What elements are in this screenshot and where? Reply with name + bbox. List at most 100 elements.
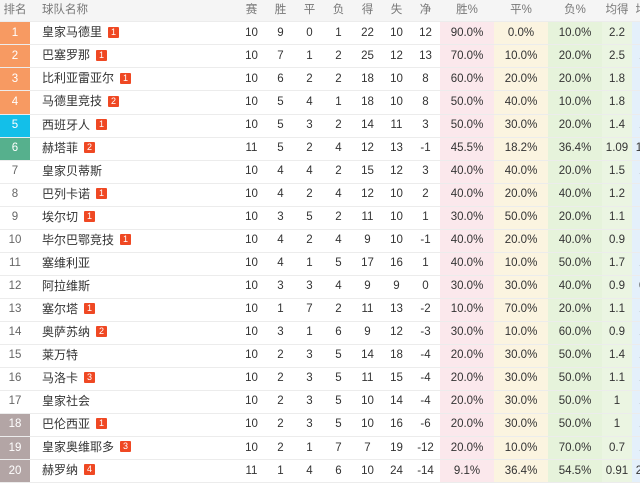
loss-cell: 2: [324, 206, 353, 230]
team-cell[interactable]: 塞维利亚: [30, 252, 237, 276]
team-cell[interactable]: 皇家贝蒂斯: [30, 160, 237, 184]
goals-for-cell: 9: [353, 229, 382, 253]
column-header-win[interactable]: 胜: [266, 0, 295, 23]
win-cell: 9: [266, 21, 295, 46]
team-cell[interactable]: 莱万特: [30, 344, 237, 369]
played-cell: 11: [237, 137, 266, 161]
column-header-team[interactable]: 球队名称: [30, 0, 237, 23]
team-cell[interactable]: 比利亚雷亚尔 1: [30, 67, 237, 92]
played-cell: 10: [237, 321, 266, 346]
column-header-win-pct[interactable]: 胜%: [440, 0, 494, 23]
loss-cell: 5: [324, 367, 353, 392]
team-cell[interactable]: 巴伦西亚 1: [30, 413, 237, 438]
column-header-loss[interactable]: 负: [324, 0, 353, 23]
team-streak-badge: 1: [108, 26, 120, 38]
team-streak-badge: 1: [96, 49, 108, 61]
loss-pct-cell: 50.0%: [548, 390, 602, 415]
team-cell[interactable]: 皇家马德里 1: [30, 21, 237, 46]
loss-cell: 2: [324, 160, 353, 184]
avg-against-cell: 1: [632, 229, 640, 253]
team-cell[interactable]: 塞尔塔 1: [30, 298, 237, 322]
team-cell[interactable]: 巴列卡诺 1: [30, 183, 237, 207]
column-header-goals-against[interactable]: 失: [382, 0, 411, 23]
team-cell[interactable]: 阿拉维斯: [30, 275, 237, 299]
win-cell: 2: [266, 344, 295, 369]
rank-badge: 8: [0, 183, 30, 207]
column-header-played[interactable]: 赛: [237, 0, 266, 23]
team-cell[interactable]: 西班牙人 1: [30, 114, 237, 138]
avg-for-cell: 0.9: [602, 321, 632, 346]
team-cell[interactable]: 马德里竞技 2: [30, 90, 237, 115]
win-cell: 4: [266, 160, 295, 184]
column-header-avg-against[interactable]: 均失: [632, 0, 640, 23]
column-header-loss-pct[interactable]: 负%: [548, 0, 602, 23]
table-row[interactable]: 6赫塔菲2115241213-145.5%18.2%36.4%1.091.181…: [0, 137, 640, 161]
team-cell[interactable]: 皇家奥维耶多 3: [30, 436, 237, 461]
team-name: 巴塞罗那: [42, 48, 91, 63]
team-cell[interactable]: 奥萨苏纳 2: [30, 321, 237, 346]
avg-against-cell: 1.8: [632, 344, 640, 369]
team-cell[interactable]: 赫罗纳 4: [30, 459, 237, 483]
goals-against-cell: 14: [382, 390, 411, 415]
loss-cell: 5: [324, 252, 353, 276]
team-cell[interactable]: 埃尔切 1: [30, 206, 237, 230]
team-name: 巴伦西亚: [42, 417, 91, 432]
column-header-draw[interactable]: 平: [295, 0, 324, 23]
column-header-rank[interactable]: 排名: [0, 0, 30, 23]
goal-diff-cell: 1: [411, 252, 440, 276]
loss-cell: 2: [324, 44, 353, 69]
column-header-goals-for[interactable]: 得: [353, 0, 382, 23]
team-name: 皇家贝蒂斯: [42, 163, 103, 178]
table-row[interactable]: 19皇家奥维耶多310217719-1220.0%10.0%70.0%0.71.…: [0, 436, 640, 461]
goal-diff-cell: 12: [411, 21, 440, 46]
column-header-avg-for[interactable]: 均得: [602, 0, 632, 23]
win-cell: 4: [266, 229, 295, 253]
avg-against-cell: 1: [632, 183, 640, 207]
loss-pct-cell: 50.0%: [548, 344, 602, 369]
goals-for-cell: 18: [353, 90, 382, 115]
team-name: 奥萨苏纳: [42, 324, 91, 339]
goal-diff-cell: 1: [411, 206, 440, 230]
played-cell: 11: [237, 459, 266, 483]
column-header-draw-pct[interactable]: 平%: [494, 0, 548, 23]
team-cell[interactable]: 毕尔巴鄂竞技 1: [30, 229, 237, 253]
goal-diff-cell: -4: [411, 367, 440, 392]
goal-diff-cell: 13: [411, 44, 440, 69]
goal-diff-cell: -2: [411, 298, 440, 322]
draw-pct-cell: 20.0%: [494, 183, 548, 207]
team-name: 塞维利亚: [42, 255, 91, 270]
rank-badge: 18: [0, 413, 30, 438]
team-streak-badge: 1: [120, 233, 132, 245]
loss-pct-cell: 36.4%: [548, 137, 602, 161]
column-header-goal-diff[interactable]: 净: [411, 0, 440, 23]
draw-pct-cell: 30.0%: [494, 344, 548, 369]
team-cell[interactable]: 马洛卡 3: [30, 367, 237, 392]
draw-cell: 4: [295, 160, 324, 184]
team-cell[interactable]: 赫塔菲 2: [30, 137, 237, 161]
win-cell: 2: [266, 413, 295, 438]
loss-cell: 5: [324, 413, 353, 438]
played-cell: 10: [237, 413, 266, 438]
avg-for-cell: 0.9: [602, 229, 632, 253]
rank-badge: 20: [0, 459, 30, 483]
table-row[interactable]: 20赫罗纳4111461024-149.1%36.4%54.5%0.912.18…: [0, 459, 640, 483]
team-cell[interactable]: 皇家社会: [30, 390, 237, 415]
team-cell[interactable]: 巴塞罗那 1: [30, 44, 237, 69]
